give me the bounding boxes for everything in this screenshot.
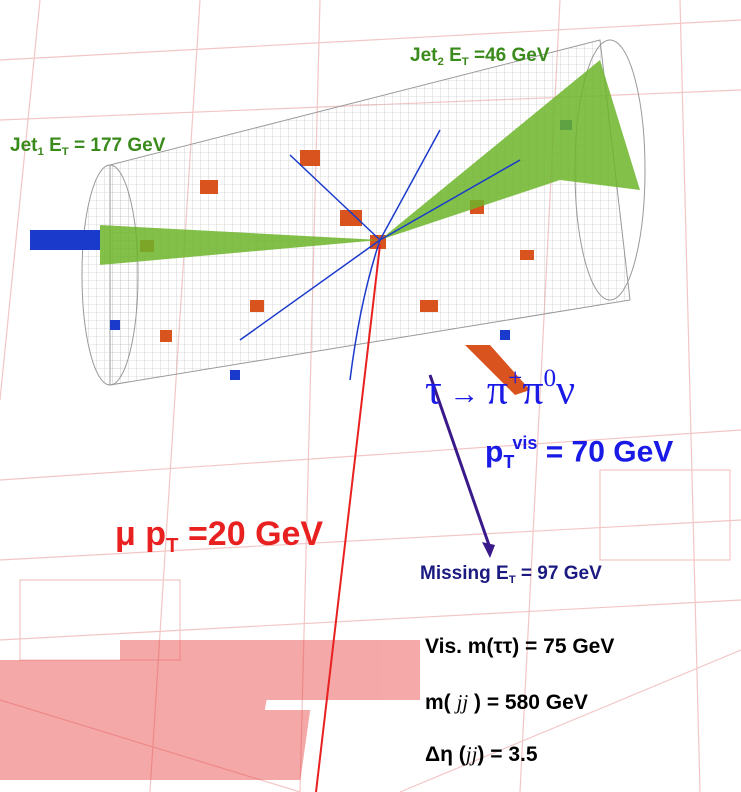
pt-vis-label: pTvis = 70 GeV xyxy=(485,433,673,473)
text: T xyxy=(62,146,69,158)
text: ) = 3.5 xyxy=(477,743,537,766)
text: vis xyxy=(512,433,537,453)
text: = 70 GeV xyxy=(537,436,673,469)
decay-label: τ → π+π0ν xyxy=(425,365,575,415)
text: → xyxy=(442,378,487,411)
text: Jet xyxy=(410,45,437,66)
text: E xyxy=(444,45,462,66)
text: E xyxy=(44,135,62,156)
text: Missing E xyxy=(420,563,509,584)
text: jj xyxy=(466,742,478,766)
text: Δη ( xyxy=(425,743,466,766)
arrow-head xyxy=(482,542,495,558)
text: T xyxy=(509,574,516,586)
jet1-label: Jet1 ET = 177 GeV xyxy=(10,135,165,158)
text: =20 GeV xyxy=(179,515,324,553)
muon-label: μ pT =20 GeV xyxy=(115,515,323,558)
detector-drawing xyxy=(0,0,741,792)
jet2-label: Jet2 ET =46 GeV xyxy=(410,45,550,68)
text: Jet xyxy=(10,135,37,156)
missing-et-label: Missing ET = 97 GeV xyxy=(420,563,602,586)
text: π xyxy=(522,368,543,414)
mjj-label: m( jj ) = 580 GeV xyxy=(425,690,588,715)
text: ν xyxy=(556,368,575,414)
text: T xyxy=(503,452,514,472)
text: T xyxy=(166,535,178,557)
text: p xyxy=(485,436,503,469)
event-display: Jet1 ET = 177 GeV Jet2 ET =46 GeV τ → π+… xyxy=(0,0,741,792)
text: T xyxy=(462,56,469,68)
vis-mass-label: Vis. m(ττ) = 75 GeV xyxy=(425,635,614,659)
text: ) = 580 GeV xyxy=(468,691,588,714)
muon-chambers xyxy=(0,640,420,780)
deta-label: Δη (jj) = 3.5 xyxy=(425,742,538,767)
text: = 97 GeV xyxy=(516,563,602,584)
text: + xyxy=(508,365,522,392)
text: μ p xyxy=(115,515,166,553)
text: m( xyxy=(425,691,457,714)
text: = 177 GeV xyxy=(69,135,166,156)
text: jj xyxy=(457,690,469,714)
text: π xyxy=(487,368,508,414)
text: τ xyxy=(425,368,442,414)
text: 0 xyxy=(544,365,557,392)
text: =46 GeV xyxy=(469,45,550,66)
